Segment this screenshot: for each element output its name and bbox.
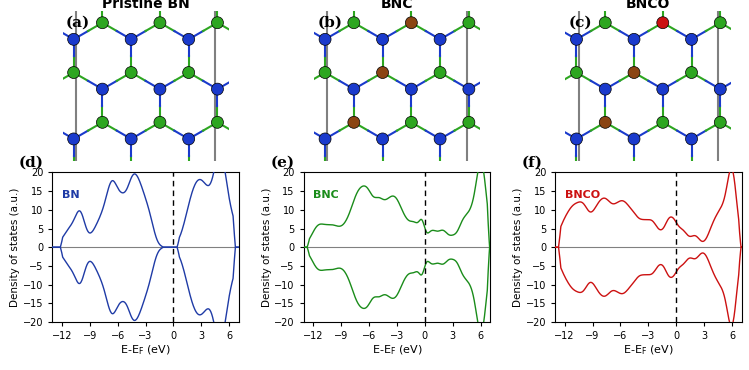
Circle shape: [628, 33, 640, 45]
Text: (a): (a): [66, 16, 90, 30]
Text: BNCO: BNCO: [565, 191, 600, 201]
Circle shape: [571, 133, 583, 145]
Text: BNC: BNC: [313, 191, 339, 201]
Text: (b): (b): [318, 16, 342, 30]
Y-axis label: Density of states (a.u.): Density of states (a.u.): [513, 188, 523, 307]
Circle shape: [211, 17, 223, 29]
Y-axis label: Density of states (a.u.): Density of states (a.u.): [10, 188, 20, 307]
Title: BNC: BNC: [380, 0, 413, 11]
Circle shape: [599, 17, 611, 29]
Title: BNCO: BNCO: [626, 0, 670, 11]
Circle shape: [319, 33, 331, 45]
X-axis label: E-E$_\mathregular{F}$ (eV): E-E$_\mathregular{F}$ (eV): [623, 344, 674, 357]
Circle shape: [183, 33, 195, 45]
Circle shape: [405, 83, 417, 95]
Circle shape: [154, 17, 166, 29]
Circle shape: [571, 67, 583, 78]
Circle shape: [97, 83, 109, 95]
Circle shape: [685, 133, 697, 145]
Circle shape: [657, 83, 669, 95]
Circle shape: [67, 67, 79, 78]
Y-axis label: Density of states (a.u.): Density of states (a.u.): [261, 188, 272, 307]
Circle shape: [125, 33, 137, 45]
Text: (f): (f): [522, 155, 543, 169]
Circle shape: [405, 17, 417, 29]
Circle shape: [434, 133, 446, 145]
Circle shape: [319, 133, 331, 145]
Circle shape: [348, 83, 360, 95]
Circle shape: [685, 33, 697, 45]
Circle shape: [183, 133, 195, 145]
Circle shape: [434, 67, 446, 78]
Circle shape: [599, 116, 611, 128]
Circle shape: [628, 133, 640, 145]
Circle shape: [125, 133, 137, 145]
Circle shape: [377, 133, 389, 145]
Circle shape: [348, 17, 360, 29]
Circle shape: [67, 33, 79, 45]
Text: (e): (e): [270, 155, 294, 169]
Circle shape: [154, 116, 166, 128]
X-axis label: E-E$_\mathregular{F}$ (eV): E-E$_\mathregular{F}$ (eV): [372, 344, 422, 357]
Circle shape: [154, 83, 166, 95]
Circle shape: [715, 83, 727, 95]
Circle shape: [599, 83, 611, 95]
Circle shape: [97, 17, 109, 29]
Circle shape: [657, 116, 669, 128]
Circle shape: [571, 33, 583, 45]
Circle shape: [657, 17, 669, 29]
Circle shape: [348, 116, 360, 128]
Circle shape: [628, 67, 640, 78]
Circle shape: [463, 17, 475, 29]
Circle shape: [715, 116, 727, 128]
Circle shape: [67, 133, 79, 145]
Circle shape: [405, 116, 417, 128]
Circle shape: [211, 83, 223, 95]
Text: (c): (c): [568, 16, 592, 30]
Text: (d): (d): [19, 155, 44, 169]
Circle shape: [97, 116, 109, 128]
Circle shape: [377, 33, 389, 45]
Circle shape: [434, 33, 446, 45]
Title: Pristine BN: Pristine BN: [102, 0, 189, 11]
Circle shape: [715, 17, 727, 29]
Circle shape: [377, 67, 389, 78]
Circle shape: [463, 116, 475, 128]
Circle shape: [319, 67, 331, 78]
Circle shape: [211, 116, 223, 128]
Circle shape: [125, 67, 137, 78]
Text: BN: BN: [61, 191, 79, 201]
Circle shape: [463, 83, 475, 95]
X-axis label: E-E$_\mathregular{F}$ (eV): E-E$_\mathregular{F}$ (eV): [120, 344, 171, 357]
Circle shape: [685, 67, 697, 78]
Circle shape: [183, 67, 195, 78]
